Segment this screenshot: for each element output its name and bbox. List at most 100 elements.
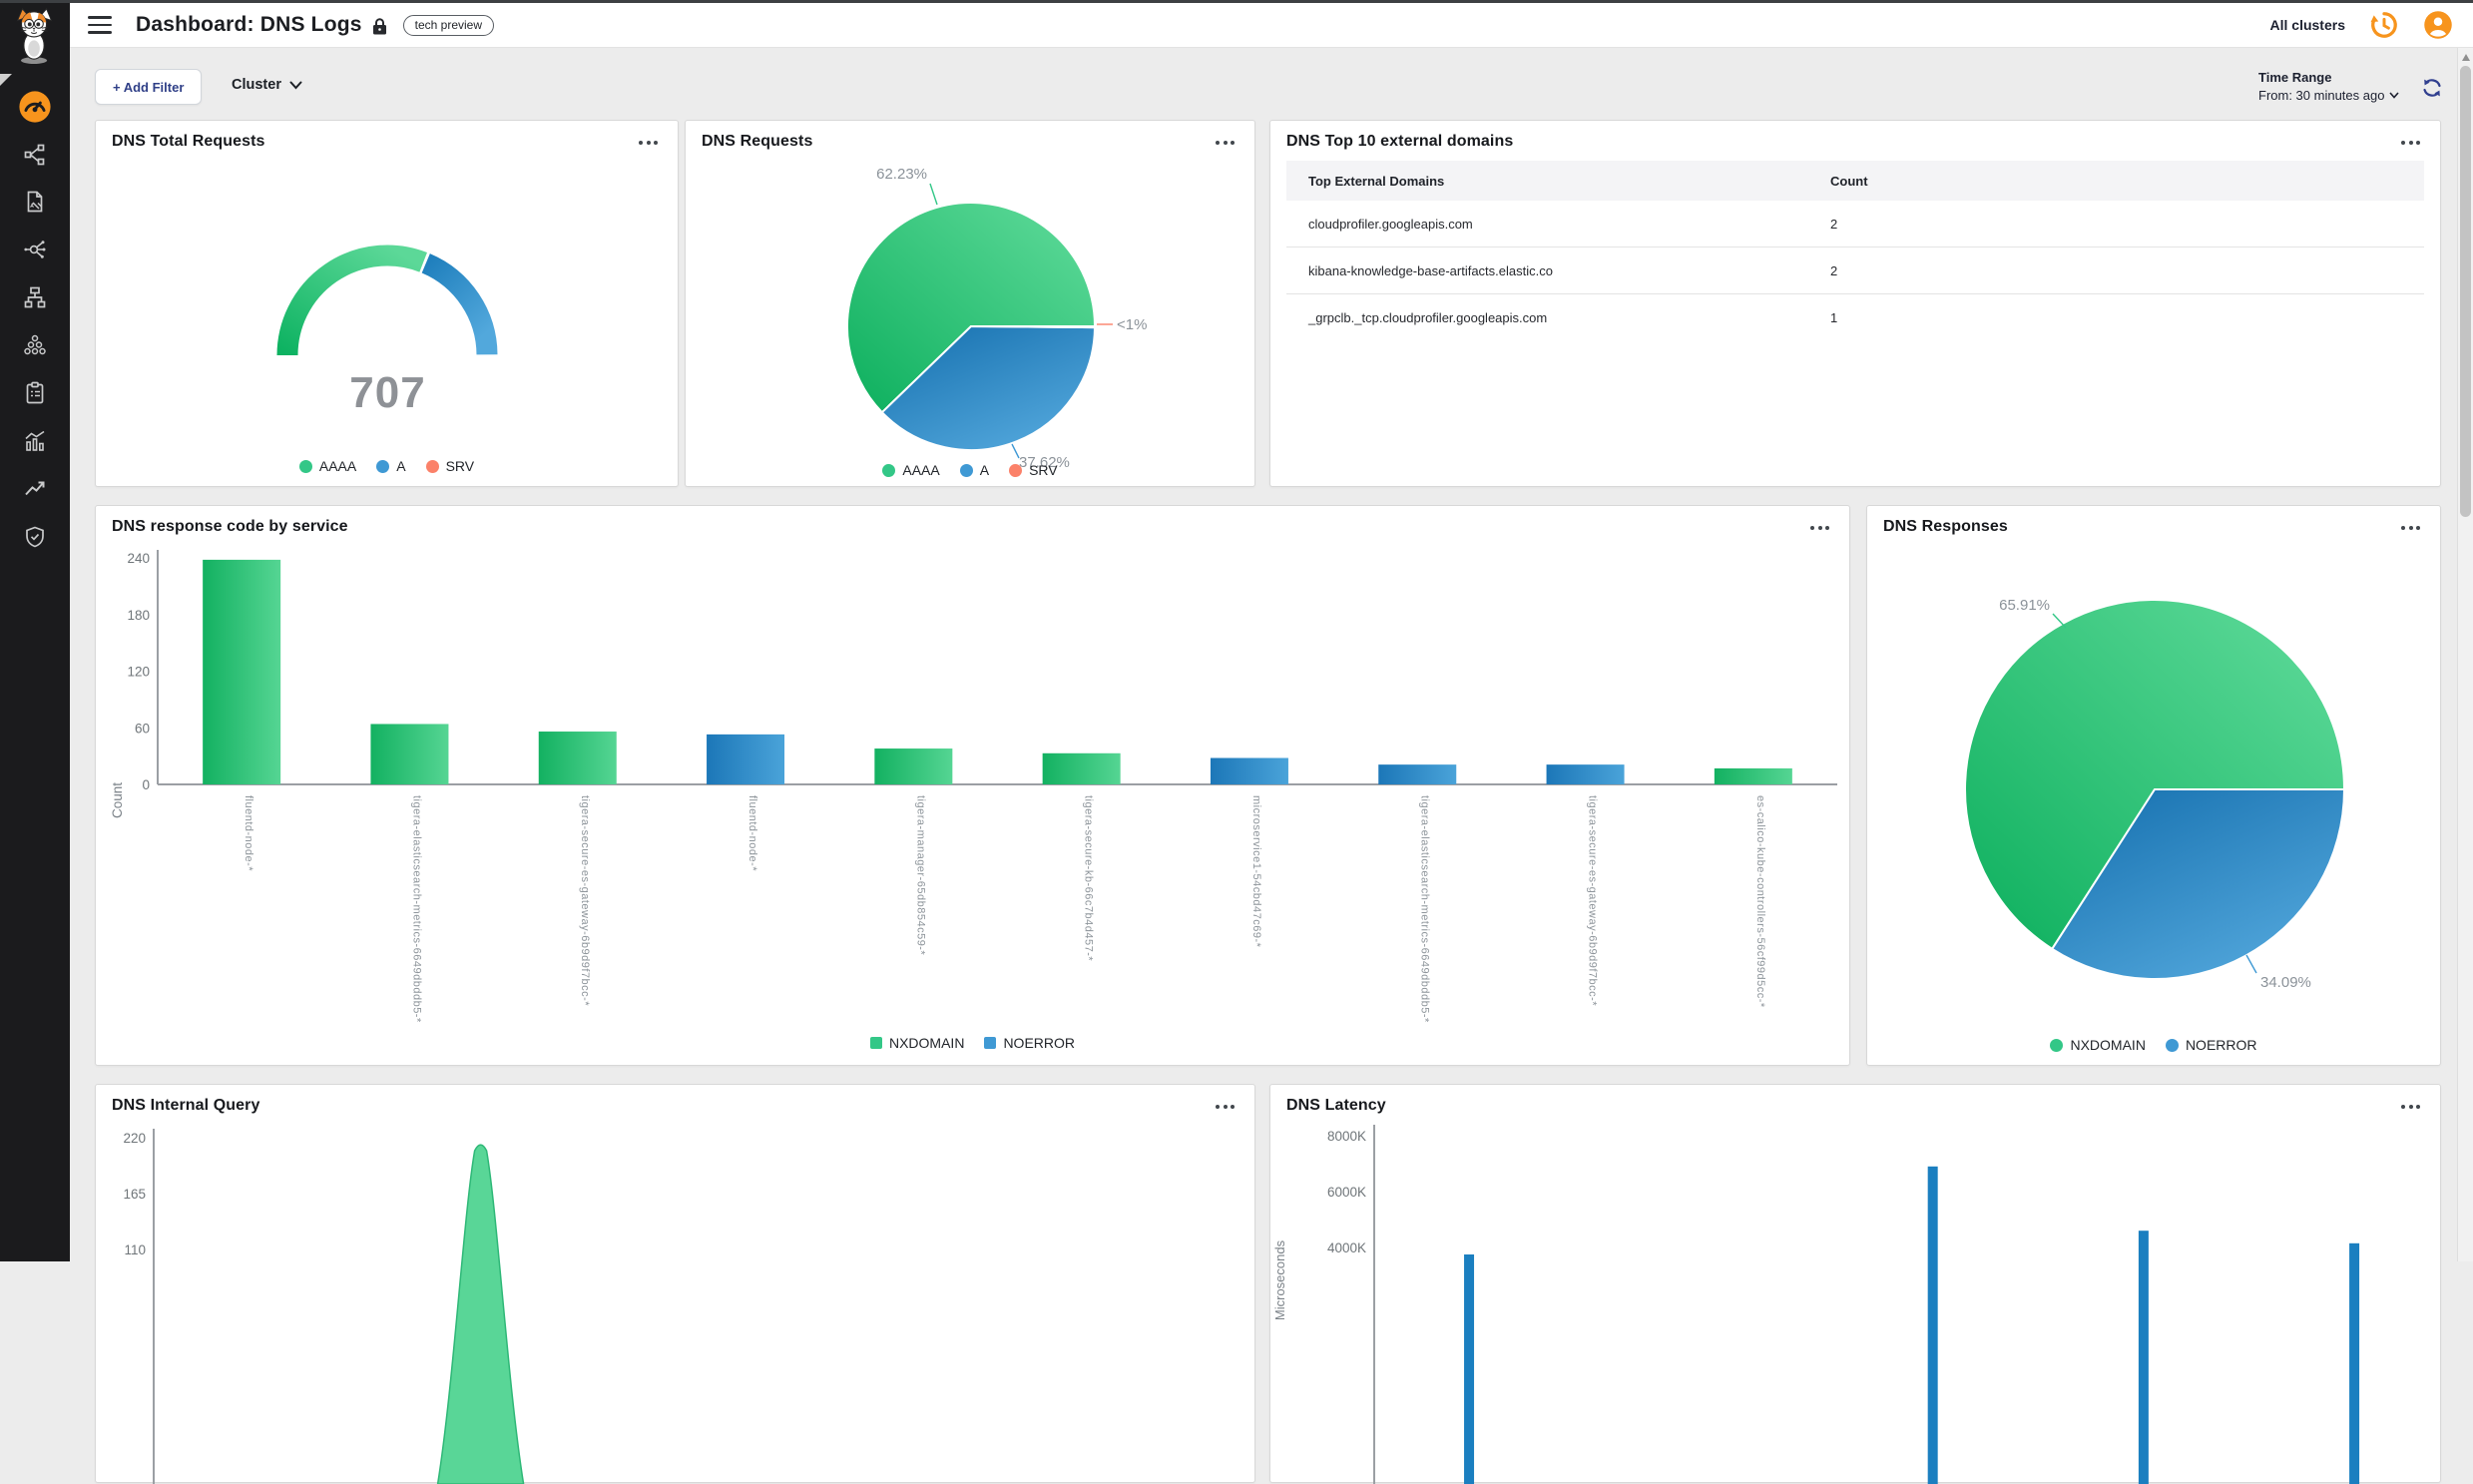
- bar-NXDOMAIN[interactable]: [1042, 752, 1121, 784]
- sidebar-item-statistics[interactable]: [18, 424, 52, 458]
- sidebar-item-network[interactable]: [18, 280, 52, 314]
- latency-bar[interactable]: [1927, 1166, 1938, 1484]
- legend-label: AAAA: [902, 462, 940, 478]
- refresh-icon[interactable]: [2420, 76, 2444, 100]
- legend-item[interactable]: NOERROR: [2165, 1037, 2257, 1053]
- pie-percent-label: 37.62%: [1019, 454, 1070, 471]
- pie-slice-NXDOMAIN[interactable]: [1964, 599, 2345, 950]
- panel-title: DNS response code by service: [112, 518, 348, 535]
- pie-slice-NOERROR[interactable]: [2051, 788, 2345, 980]
- y-axis-tick: 0: [142, 777, 150, 792]
- table-row: cloudprofiler.googleapis.com 2: [1286, 201, 2424, 247]
- area-series[interactable]: [436, 1144, 525, 1484]
- user-avatar-icon[interactable]: [2423, 10, 2453, 40]
- panel-title: DNS Internal Query: [112, 1097, 260, 1114]
- y-axis-title: Microseconds: [1272, 1239, 1287, 1320]
- panel-menu-icon[interactable]: [2397, 1101, 2424, 1113]
- legend-swatch: [425, 459, 439, 473]
- bar-NOERROR[interactable]: [1546, 764, 1625, 784]
- x-axis-category-label: tigera-secure-es-gateway-6b9d9f7bcc-*: [1587, 795, 1599, 1006]
- x-axis-category-label: tigera-manager-65db854c59-*: [914, 795, 926, 955]
- history-icon[interactable]: [2369, 10, 2399, 40]
- dashboard-gauge-icon: [19, 91, 51, 123]
- latency-bar[interactable]: [2349, 1242, 2360, 1484]
- pie-slice-A[interactable]: [880, 325, 1096, 451]
- latency-bar[interactable]: [2138, 1231, 2149, 1484]
- legend-item[interactable]: SRV: [425, 458, 474, 474]
- y-axis-tick: 110: [124, 1242, 146, 1257]
- legend-item[interactable]: A: [376, 458, 406, 474]
- gauge-arc-segment[interactable]: [276, 245, 427, 356]
- sidebar-item-policies[interactable]: [18, 185, 52, 219]
- chart-legend: AAAA A SRV: [96, 458, 678, 474]
- sidebar-item-endpoints[interactable]: [18, 233, 52, 266]
- menu-hamburger-icon[interactable]: [88, 16, 112, 34]
- sidebar-item-compliance[interactable]: [18, 376, 52, 410]
- compliance-clipboard-icon: [26, 381, 44, 404]
- panel-menu-icon[interactable]: [1212, 1101, 1238, 1113]
- top-bar: Dashboard: DNS Logs tech preview All clu…: [70, 0, 2473, 48]
- sidebar-item-dashboard[interactable]: [18, 90, 52, 124]
- chevron-down-icon: [2389, 92, 2400, 99]
- all-clusters-selector[interactable]: All clusters: [2269, 17, 2345, 33]
- legend-item[interactable]: NOERROR: [984, 1035, 1075, 1051]
- y-axis-tick: 180: [127, 608, 150, 623]
- pie-slice-AAAA[interactable]: [846, 202, 1096, 414]
- bar-NXDOMAIN[interactable]: [874, 748, 953, 784]
- panel-menu-icon[interactable]: [635, 137, 662, 149]
- bar-NOERROR[interactable]: [707, 734, 785, 784]
- pie-label-leader: [929, 183, 938, 206]
- legend-item[interactable]: AAAA: [882, 462, 940, 478]
- legend-swatch: [2050, 1038, 2064, 1052]
- y-axis-tick: 60: [135, 721, 150, 736]
- vertical-scrollbar[interactable]: [2457, 48, 2473, 1261]
- page-title: Dashboard: DNS Logs: [136, 13, 362, 36]
- time-range-control[interactable]: Time Range From: 30 minutes ago: [2258, 70, 2400, 103]
- time-range-value[interactable]: From: 30 minutes ago: [2258, 88, 2400, 103]
- panel-menu-icon[interactable]: [2397, 137, 2424, 149]
- bar-NOERROR[interactable]: [1378, 764, 1457, 784]
- panel-menu-icon[interactable]: [1806, 522, 1833, 534]
- bar-NXDOMAIN[interactable]: [1714, 767, 1792, 784]
- sidebar-item-security[interactable]: [18, 520, 52, 554]
- panel-menu-icon[interactable]: [1212, 137, 1238, 149]
- bar-NOERROR[interactable]: [1210, 757, 1288, 784]
- sidebar-item-service-graph[interactable]: [18, 138, 52, 172]
- pie-percent-label: 65.91%: [1999, 597, 2050, 614]
- legend-label: AAAA: [318, 458, 357, 474]
- panel-dns-latency: DNS Latency 8000K 6000K 4000K Microseconds: [1269, 1084, 2441, 1484]
- y-axis-tick: 120: [127, 665, 150, 680]
- legend-swatch: [882, 463, 896, 477]
- scrollbar-up-arrow[interactable]: [2461, 54, 2470, 61]
- y-axis-tick: 8000K: [1327, 1129, 1366, 1144]
- legend-swatch: [959, 463, 973, 477]
- sidebar-item-clusters[interactable]: [18, 328, 52, 362]
- shield-check-icon: [26, 526, 44, 548]
- legend-item[interactable]: NXDOMAIN: [2050, 1037, 2146, 1053]
- table-header-cell[interactable]: Count: [1830, 173, 1868, 189]
- legend-item[interactable]: SRV: [1009, 462, 1058, 478]
- bar-chart: 240 180 120 60 0 Count fluentd-node-* tigera-el…: [110, 550, 1837, 1023]
- legend-item[interactable]: A: [959, 462, 989, 478]
- bar-NXDOMAIN[interactable]: [203, 559, 281, 784]
- pie-label-leader: [1011, 443, 1020, 459]
- table-header-cell[interactable]: Top External Domains: [1308, 173, 1445, 189]
- legend-item[interactable]: NXDOMAIN: [869, 1035, 964, 1051]
- panel-menu-icon[interactable]: [2397, 522, 2424, 534]
- pie-slice-SRV[interactable]: [970, 325, 1097, 329]
- panel-title: DNS Total Requests: [112, 133, 265, 150]
- y-axis-tick: 240: [127, 551, 150, 566]
- scrollbar-thumb[interactable]: [2460, 66, 2471, 517]
- legend-swatch: [869, 1037, 882, 1049]
- sidebar-item-trends[interactable]: [18, 472, 52, 506]
- chevron-down-icon: [289, 81, 302, 89]
- calico-cat-logo[interactable]: [7, 6, 63, 64]
- panel-dns-response-code: DNS response code by service 240 180 120 60…: [95, 505, 1850, 1066]
- bar-NXDOMAIN[interactable]: [370, 724, 449, 784]
- cluster-dropdown[interactable]: Cluster: [232, 77, 302, 93]
- add-filter-button[interactable]: + Add Filter: [95, 69, 203, 105]
- legend-item[interactable]: AAAA: [298, 458, 357, 474]
- bar-NXDOMAIN[interactable]: [538, 732, 617, 784]
- latency-bar[interactable]: [1464, 1254, 1475, 1484]
- gauge-arc-segment[interactable]: [421, 253, 498, 355]
